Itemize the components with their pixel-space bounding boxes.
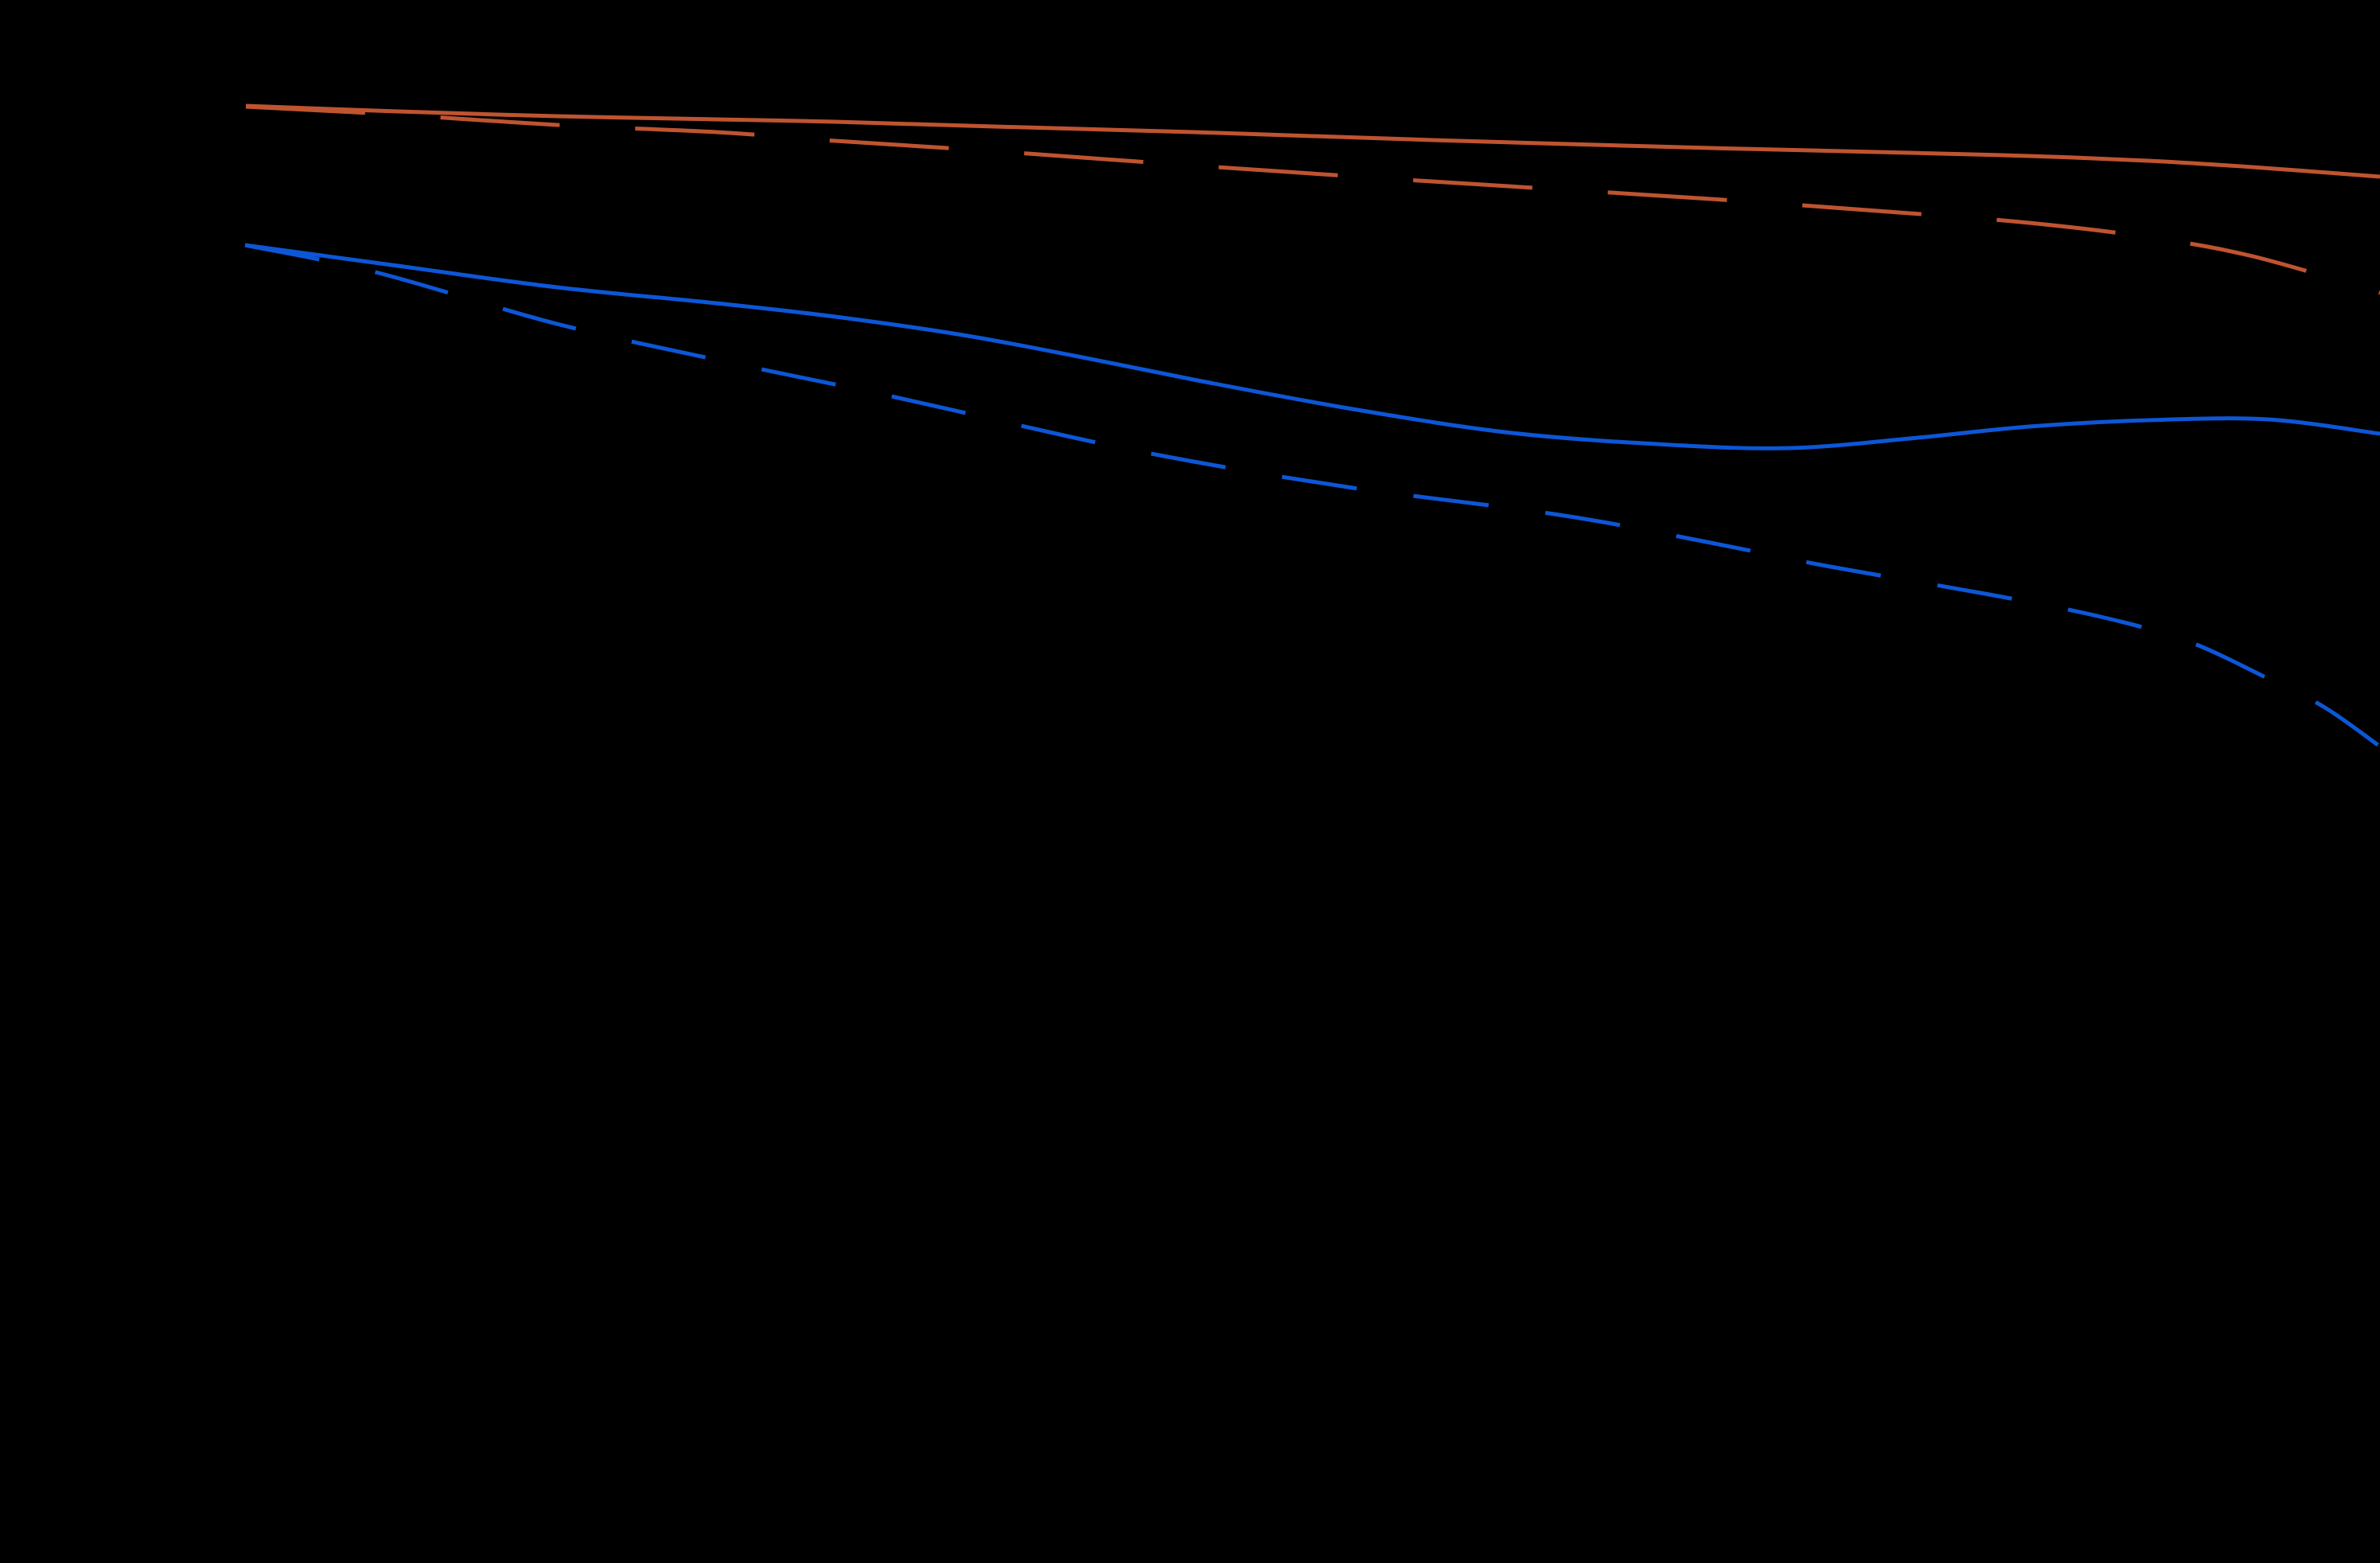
orange-dashed-line	[245, 104, 2380, 295]
blue-solid-line	[244, 243, 2380, 450]
orange-solid-line	[245, 103, 2380, 179]
chart-series-group	[244, 103, 2380, 749]
blue-dashed-line	[244, 243, 2380, 749]
